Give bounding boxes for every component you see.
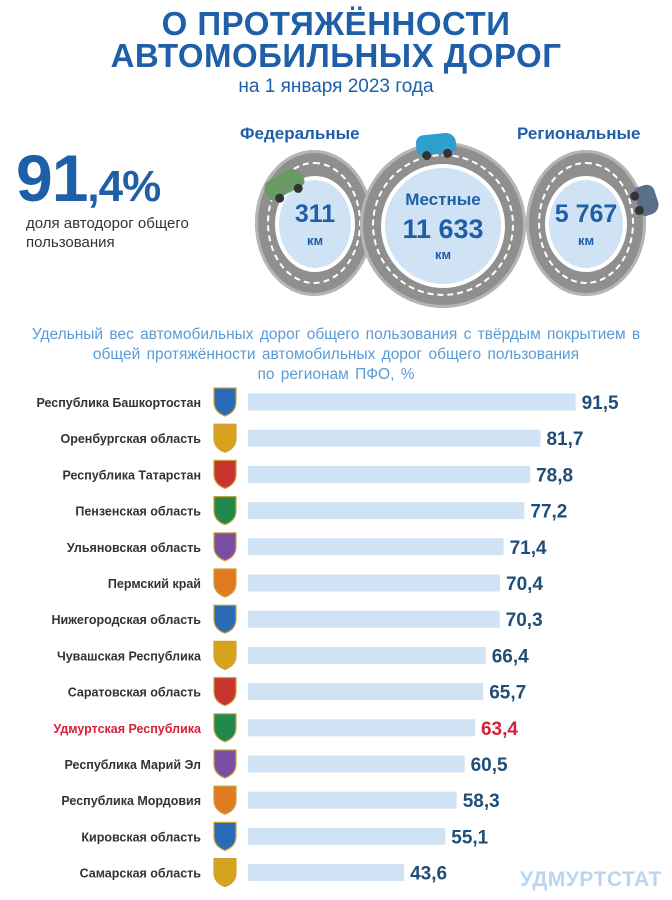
- title-line-1: О ПРОТЯЖЁННОСТИ: [161, 5, 511, 42]
- kirov-emblem-icon: [213, 821, 237, 852]
- category-label: Республика Мордовия: [61, 794, 201, 808]
- share-description: доля автодорог общего пользования: [26, 215, 189, 251]
- regional-disc: 5 767 км: [545, 176, 627, 272]
- nizhny-novgorod-emblem-icon: [213, 604, 237, 634]
- share-percent-dec: ,4%: [87, 162, 161, 211]
- federal-label: Федеральные: [240, 124, 360, 143]
- samara-emblem-icon: [213, 858, 237, 888]
- value-label: 43,6: [410, 864, 447, 885]
- local-value: 11 633: [402, 214, 484, 244]
- bar: [248, 502, 525, 520]
- category-label: Пензенская область: [75, 505, 201, 519]
- share-percent-int: 91: [16, 141, 88, 215]
- chart-title: Удельный вес автомобильных дорог общего …: [0, 325, 672, 385]
- category-label: Чувашская Республика: [57, 649, 202, 663]
- federal-value: 311: [294, 200, 336, 228]
- value-label: 78,8: [536, 465, 573, 486]
- page-title: О ПРОТЯЖЁННОСТИ АВТОМОБИЛЬНЫХ ДОРОГ: [0, 5, 672, 74]
- bar: [248, 429, 541, 447]
- bashkortostan-emblem-icon: [213, 387, 237, 417]
- value-label: 71,4: [510, 538, 547, 559]
- ulyanovsk-emblem-icon: [213, 532, 237, 562]
- tatarstan-emblem-icon: [213, 459, 237, 490]
- chart-title-line-1: Удельный вес автомобильных дорог общего …: [31, 326, 641, 343]
- value-label: 58,3: [463, 791, 500, 812]
- bar: [248, 393, 576, 411]
- bar: [248, 465, 531, 483]
- value-label: 60,5: [471, 755, 508, 776]
- chart-title-line-2: общей протяжённости автомобильных дорог …: [92, 346, 580, 363]
- category-label: Кировская область: [81, 830, 201, 844]
- bar: [248, 864, 405, 882]
- title-line-2: АВТОМОБИЛЬНЫХ ДОРОГ: [110, 37, 562, 74]
- perm-emblem-icon: [213, 568, 237, 598]
- category-label: Республика Марий Эл: [65, 758, 202, 772]
- chart-title-line-3: по регионам ПФО, %: [257, 366, 415, 383]
- category-label: Республика Башкортостан: [36, 396, 201, 410]
- car-icon: [415, 131, 457, 161]
- value-label: 66,4: [492, 646, 529, 667]
- bar: [248, 719, 475, 737]
- category-label: Пермский край: [108, 577, 201, 591]
- mordovia-emblem-icon: [213, 785, 237, 815]
- saratov-emblem-icon: [213, 677, 237, 707]
- mari-el-emblem-icon: [213, 749, 237, 779]
- value-label: 65,7: [489, 683, 526, 704]
- local-unit: км: [434, 247, 452, 262]
- chuvashia-emblem-icon: [213, 640, 237, 671]
- page-subtitle: на 1 января 2023 года: [238, 76, 434, 97]
- penza-emblem-icon: [213, 496, 237, 526]
- value-label: 55,1: [451, 827, 488, 848]
- regional-unit: км: [577, 233, 595, 248]
- udmurtia-emblem-icon: [213, 713, 237, 743]
- bar: [248, 827, 446, 845]
- value-label: 63,4: [481, 719, 518, 740]
- bar: [248, 791, 457, 809]
- local-disc: Местные 11 633 км: [381, 164, 505, 288]
- bar-chart: Республика Башкортостан 91,5 Оренбургская …: [36, 387, 619, 888]
- bar: [248, 610, 500, 628]
- local-label: Местные: [405, 190, 481, 209]
- bar: [248, 755, 465, 773]
- category-label: Нижегородская область: [51, 613, 201, 627]
- category-label: Саратовская область: [68, 686, 202, 700]
- regional-value: 5 767: [554, 200, 618, 228]
- category-label: Республика Татарстан: [62, 468, 201, 482]
- regional-label: Региональные: [517, 124, 641, 143]
- category-label: Оренбургская область: [60, 432, 201, 446]
- van-icon: [629, 182, 662, 218]
- value-label: 77,2: [530, 502, 567, 523]
- bar: [248, 646, 486, 664]
- federal-unit: км: [306, 233, 324, 248]
- orenburg-emblem-icon: [213, 423, 237, 453]
- bar: [248, 538, 504, 556]
- share-percent: 91,4%: [16, 140, 161, 216]
- category-label: Ульяновская область: [67, 541, 201, 555]
- value-label: 70,4: [506, 574, 543, 595]
- watermark: УДМУРТСТАТ: [519, 868, 662, 891]
- category-label: Удмуртская Республика: [53, 722, 202, 736]
- bar: [248, 574, 501, 592]
- bar: [248, 683, 484, 701]
- value-label: 81,7: [546, 429, 583, 450]
- value-label: 70,3: [506, 610, 543, 631]
- category-label: Самарская область: [80, 867, 202, 881]
- value-label: 91,5: [582, 393, 619, 414]
